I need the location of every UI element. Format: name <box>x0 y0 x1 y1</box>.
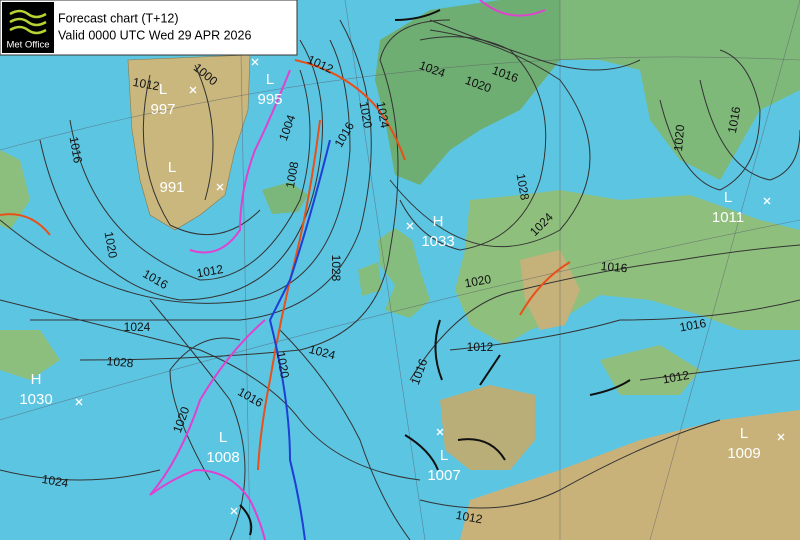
centre-type: H <box>31 371 42 388</box>
isobar-label: 1028 <box>329 255 343 282</box>
centre-type: L <box>159 81 167 98</box>
isobar-label: 1020 <box>463 272 492 290</box>
centre-value: 1007 <box>427 467 460 484</box>
isobar-label: 1020 <box>274 350 292 379</box>
centre-value: 1009 <box>727 445 760 462</box>
isobar-label: 1008 <box>283 160 301 189</box>
isobar-label: 1028 <box>106 354 134 370</box>
chart-title: Forecast chart (T+12) <box>58 11 179 25</box>
isobar-label: 1016 <box>67 135 85 164</box>
isobar-label: 1024 <box>124 320 151 334</box>
centre-type: H <box>433 213 444 230</box>
centre-value: 991 <box>159 179 184 196</box>
logo-text: Met Office <box>6 40 49 51</box>
centre-marker <box>406 222 414 230</box>
centre-type: L <box>266 71 274 88</box>
isobar-label: 1012 <box>467 340 494 354</box>
isobars <box>0 19 800 540</box>
centre-type: L <box>440 447 448 464</box>
isobar-label: 1016 <box>600 259 628 275</box>
valid-time: Valid 0000 UTC Wed 29 APR 2026 <box>58 28 251 42</box>
isobar-label: 1020 <box>357 100 375 129</box>
centre-marker <box>251 58 259 66</box>
centre-type: L <box>168 159 176 176</box>
centre-marker <box>216 183 224 191</box>
centre-value: 997 <box>150 101 175 118</box>
centre-value: 1030 <box>19 391 52 408</box>
centre-marker <box>763 197 771 205</box>
centre-marker <box>75 398 83 406</box>
isobar-label: 1016 <box>678 316 707 334</box>
centre-marker <box>436 428 444 436</box>
isobar-label: 1020 <box>671 124 687 152</box>
logo-box <box>2 2 54 53</box>
isobar-label: 1012 <box>661 368 690 386</box>
centre-value: 995 <box>257 91 282 108</box>
isobar-label: 1024 <box>41 472 70 490</box>
centre-type: L <box>740 425 748 442</box>
centre-value: 1033 <box>421 233 454 250</box>
centre-type: L <box>724 189 732 206</box>
isobar-label: 1016 <box>725 105 743 134</box>
isobar-label: 1028 <box>514 172 532 201</box>
isobar-label: 1012 <box>195 262 224 280</box>
isobar-label: 1012 <box>132 75 161 93</box>
centre-marker <box>777 433 785 441</box>
isobar-label: 1024 <box>374 100 392 129</box>
isobar-label: 1012 <box>455 508 484 526</box>
isobar-label: 1020 <box>102 230 120 259</box>
centre-value: 1011 <box>712 209 744 226</box>
fronts <box>0 0 631 540</box>
centre-value: 1008 <box>206 449 239 466</box>
centre-marker <box>230 507 238 515</box>
centre-type: L <box>219 429 227 446</box>
centre-marker <box>189 86 197 94</box>
isobar-label: 1024 <box>308 342 338 363</box>
logo-waves <box>9 9 47 35</box>
